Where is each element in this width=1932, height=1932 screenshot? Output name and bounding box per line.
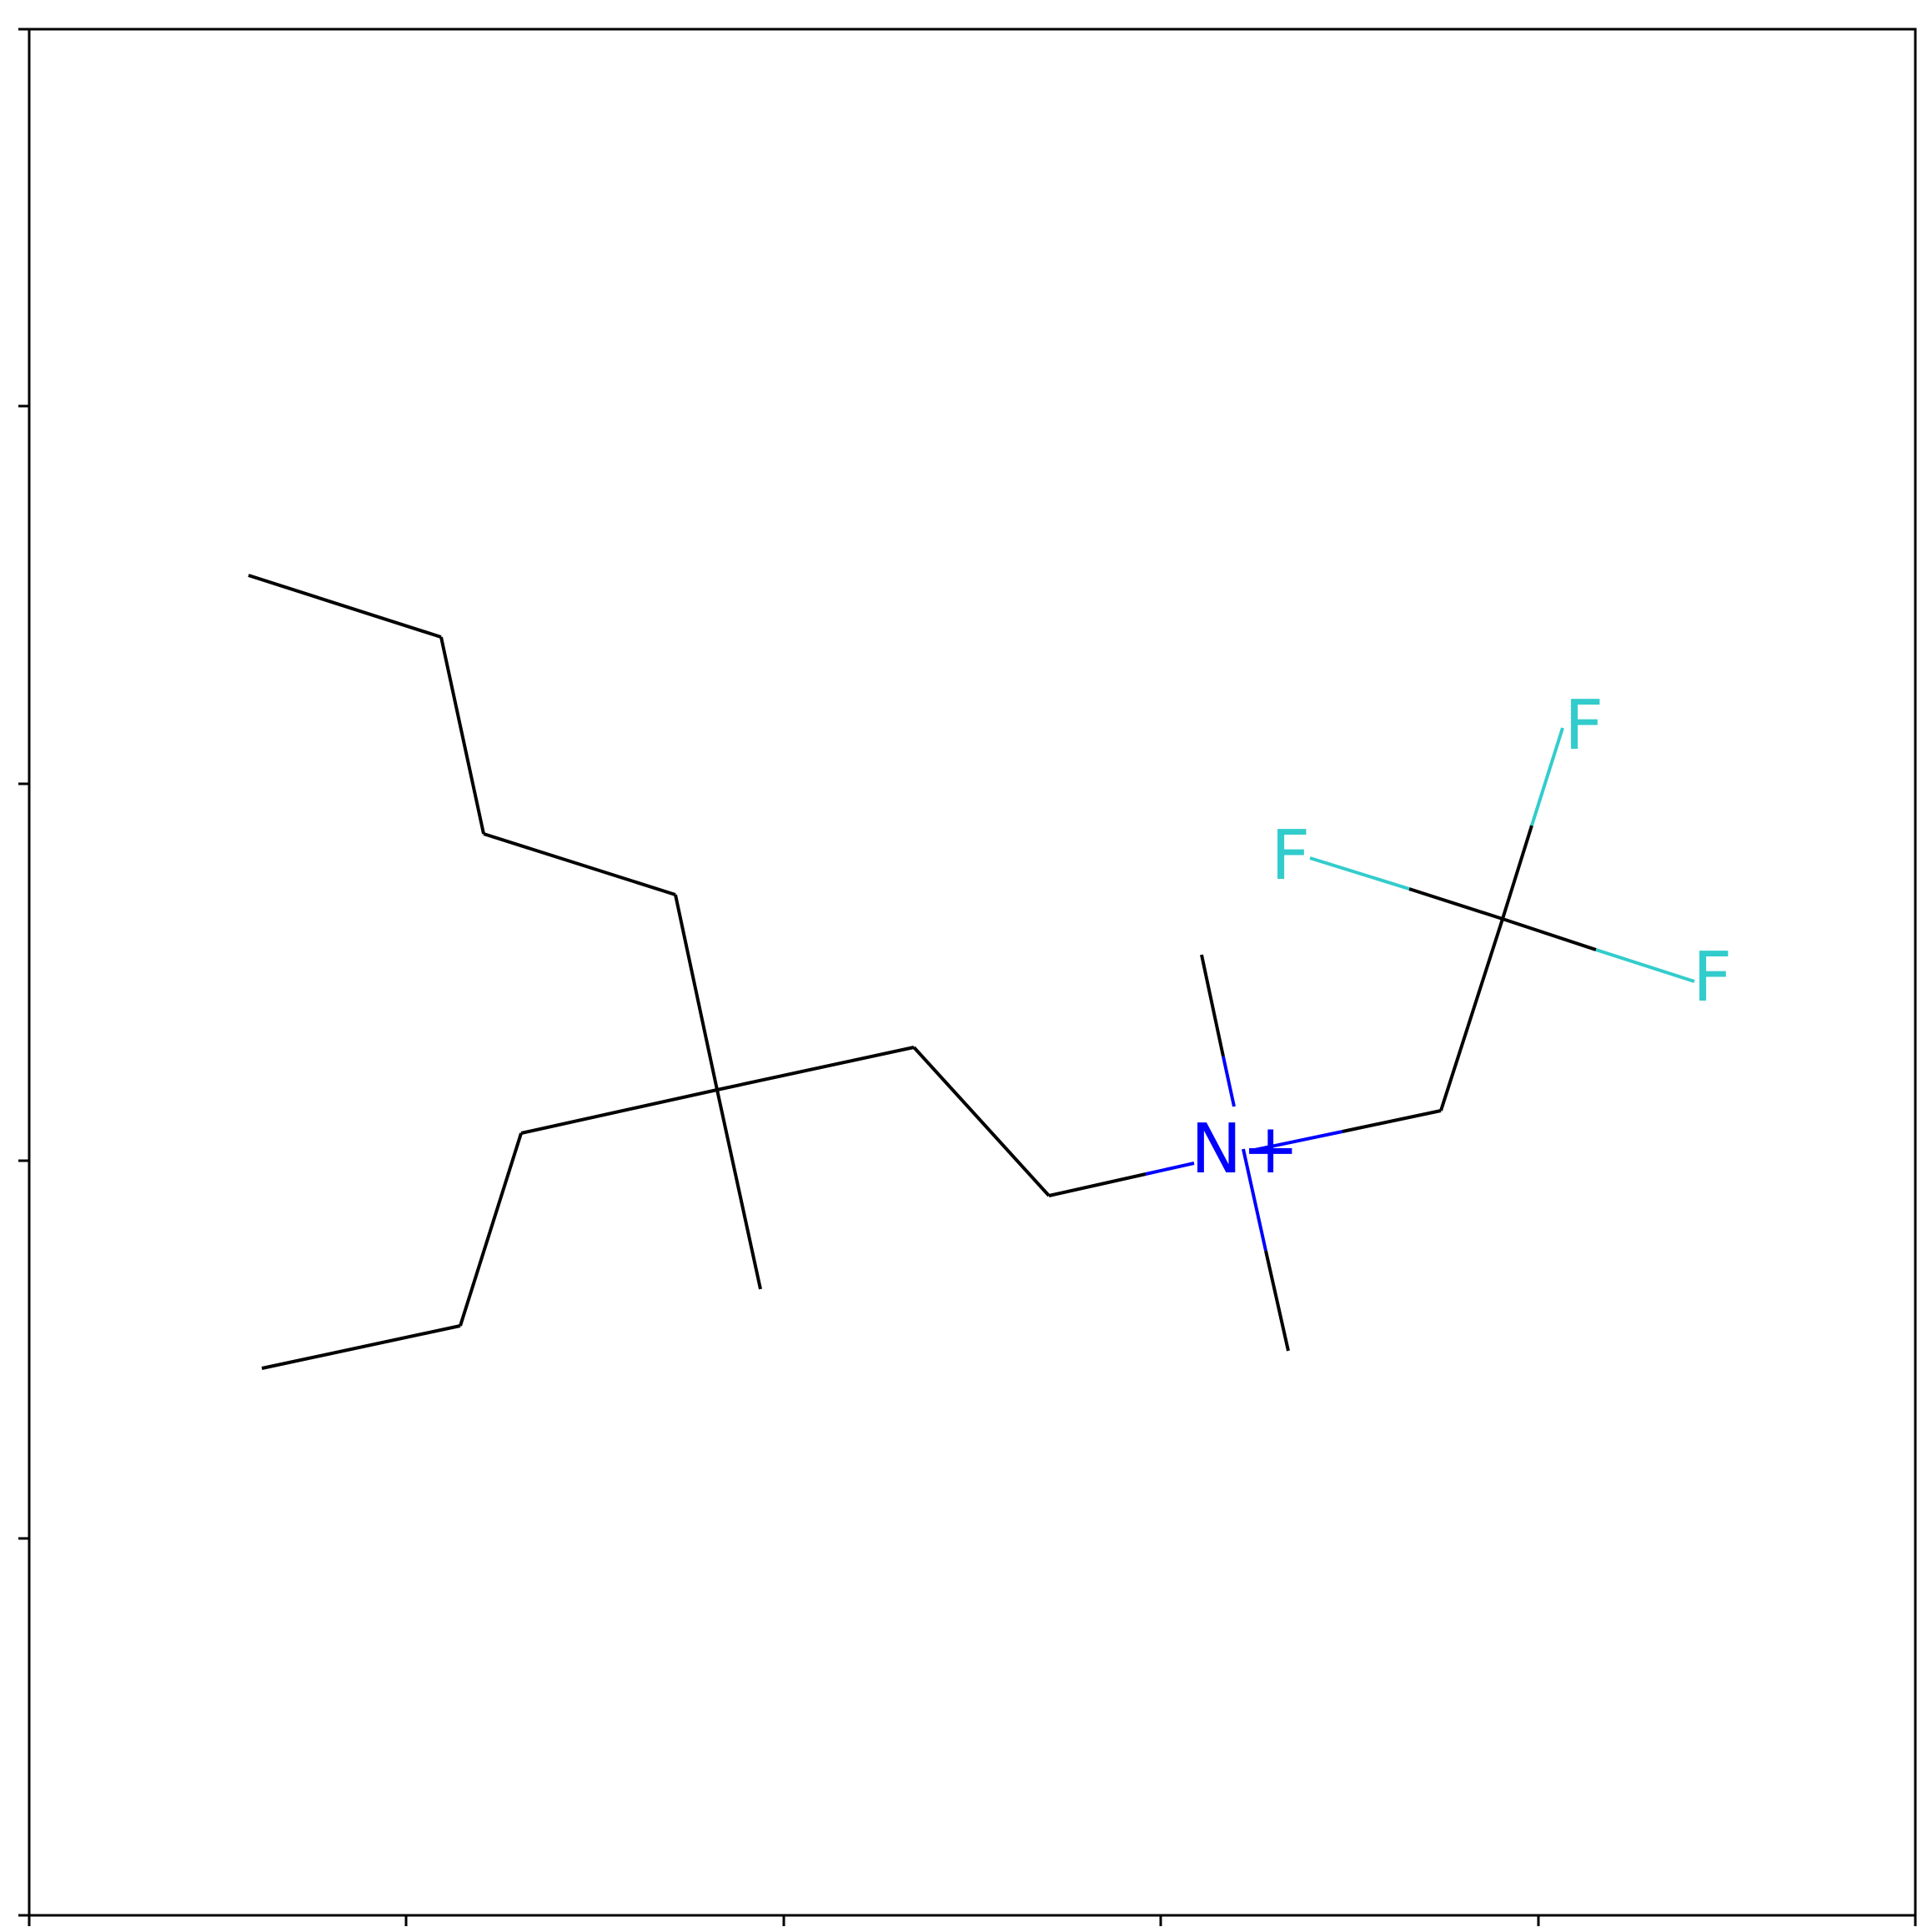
bond-upper-chain-4 [674, 894, 719, 1091]
bond-ch2-to-n-carbon-half [1048, 1172, 1147, 1197]
bond-c-f-top-carbon-half [1501, 825, 1533, 920]
bond-upper-chain-3 [483, 832, 676, 896]
bond-upper-chain-1 [248, 574, 442, 639]
bond-ch2-to-n-nitrogen-half [1145, 1162, 1195, 1176]
fluorine-bonds [1309, 727, 1695, 983]
bond-ch2-to-cf3 [1439, 918, 1504, 1112]
bond-n-methyl-top-carbon-half [1200, 954, 1225, 1057]
bond-c-f-left-carbon-half [1408, 887, 1503, 921]
carbon-bonds [248, 574, 1504, 1370]
bond-c-f-right-carbon-half [1502, 917, 1597, 951]
bond-n-methyl-top-nitrogen-half [1222, 1056, 1236, 1107]
plot-frame [28, 28, 1917, 1917]
bond-ethyl-link [912, 1046, 1051, 1197]
bond-n-to-ch2cf3-carbon-half [1342, 1109, 1442, 1133]
bond-quaternary-methyl [715, 1089, 762, 1290]
nitrogen-bonds [1048, 954, 1442, 1352]
bond-c-f-top-fluorine-half [1530, 727, 1564, 826]
fluorine-atom-label-right: F [1693, 938, 1732, 1017]
bond-upper-chain-2 [439, 636, 485, 835]
bond-lower-chain-1 [459, 1132, 523, 1327]
bond-quaternary-to-lower-chain [520, 1088, 718, 1135]
axis-ticks [18, 28, 1917, 1926]
bond-n-methyl-bottom-carbon-half [1264, 1250, 1290, 1352]
bond-quaternary-to-ethyl [716, 1046, 915, 1091]
bond-c-f-left-fluorine-half [1309, 856, 1410, 891]
fluorine-atom-label-top: F [1564, 686, 1603, 765]
bond-n-methyl-bottom-nitrogen-half [1242, 1148, 1267, 1252]
bond-c-f-right-fluorine-half [1595, 948, 1695, 983]
nitrogen-atom-label: N+ [1191, 1110, 1299, 1189]
fluorine-atom-label-left: F [1271, 816, 1310, 896]
bond-n-to-ch2cf3-nitrogen-half [1250, 1130, 1343, 1152]
bond-lower-chain-2 [261, 1324, 461, 1370]
